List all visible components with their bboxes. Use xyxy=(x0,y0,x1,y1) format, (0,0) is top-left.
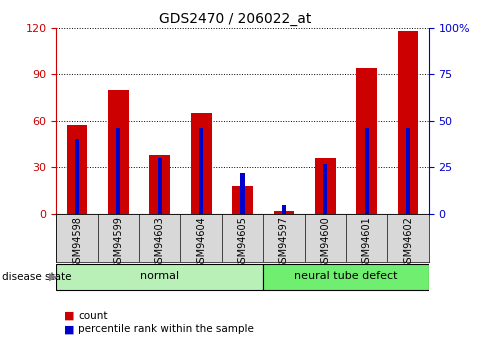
Bar xyxy=(273,211,294,214)
Text: GSM94605: GSM94605 xyxy=(238,216,247,269)
Text: GSM94603: GSM94603 xyxy=(155,216,165,269)
Bar xyxy=(263,264,429,290)
Text: normal: normal xyxy=(140,271,179,281)
Text: GSM94602: GSM94602 xyxy=(403,216,413,269)
Bar xyxy=(388,214,429,262)
Text: ■: ■ xyxy=(64,325,74,334)
Text: ▶: ▶ xyxy=(49,272,57,282)
Bar xyxy=(116,128,121,214)
Bar xyxy=(222,214,263,262)
Text: percentile rank within the sample: percentile rank within the sample xyxy=(78,325,254,334)
Bar xyxy=(315,158,336,214)
Bar xyxy=(98,214,139,262)
Bar xyxy=(323,164,327,214)
Bar xyxy=(56,214,98,262)
Bar xyxy=(241,173,245,214)
Bar xyxy=(67,125,87,214)
Bar xyxy=(232,186,253,214)
Text: GDS2470 / 206022_at: GDS2470 / 206022_at xyxy=(159,12,311,26)
Text: GSM94600: GSM94600 xyxy=(320,216,330,269)
Text: neural tube defect: neural tube defect xyxy=(294,271,398,281)
Bar xyxy=(346,214,388,262)
Bar xyxy=(191,113,212,214)
Bar xyxy=(263,214,305,262)
Text: disease state: disease state xyxy=(2,272,72,282)
Bar xyxy=(75,139,79,214)
Bar xyxy=(365,128,369,214)
Bar xyxy=(56,264,263,290)
Text: count: count xyxy=(78,311,108,321)
Text: GSM94604: GSM94604 xyxy=(196,216,206,269)
Bar xyxy=(305,214,346,262)
Bar xyxy=(282,205,286,214)
Bar xyxy=(108,90,129,214)
Text: GSM94597: GSM94597 xyxy=(279,216,289,269)
Bar xyxy=(356,68,377,214)
Bar xyxy=(149,155,170,214)
Bar xyxy=(406,128,410,214)
Bar xyxy=(180,214,222,262)
Text: GSM94598: GSM94598 xyxy=(72,216,82,269)
Bar xyxy=(199,128,203,214)
Bar xyxy=(158,158,162,214)
Text: GSM94599: GSM94599 xyxy=(113,216,123,269)
Bar xyxy=(398,31,418,214)
Text: GSM94601: GSM94601 xyxy=(362,216,372,269)
Bar xyxy=(139,214,180,262)
Text: ■: ■ xyxy=(64,311,74,321)
